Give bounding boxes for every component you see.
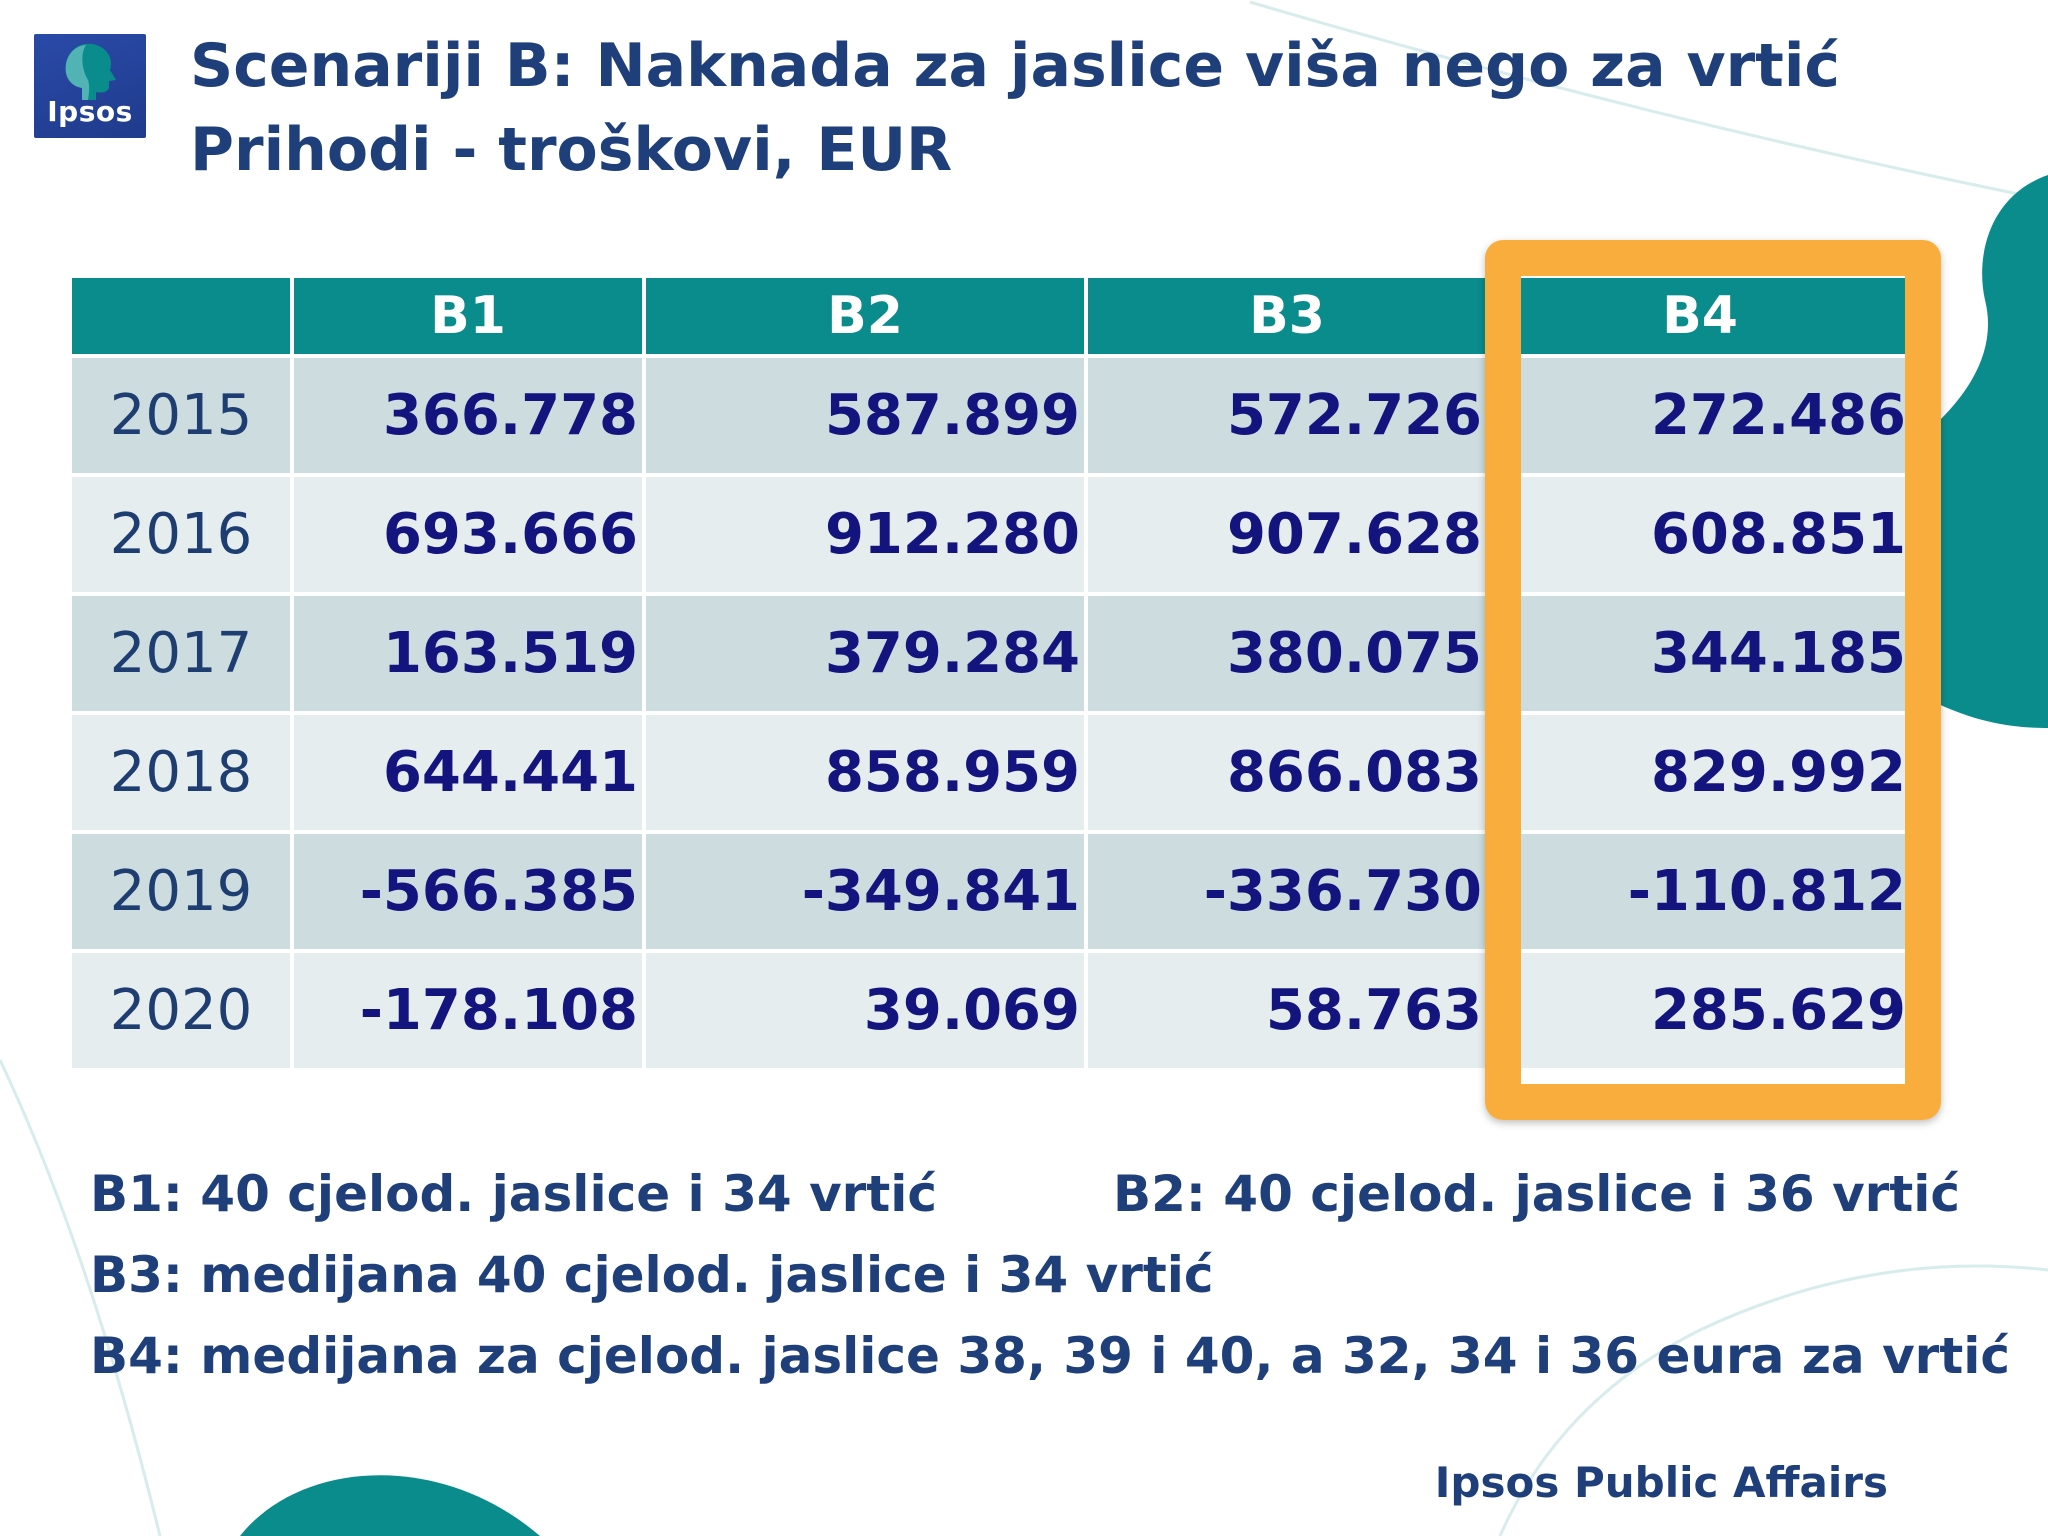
cell-b4: 272.486	[1486, 354, 1914, 477]
cell-b3: 58.763	[1084, 949, 1490, 1072]
cell-b3: 572.726	[1084, 354, 1490, 477]
cell-b2: 379.284	[642, 592, 1088, 715]
table-row: 2018 644.441 858.959 866.083 829.992	[68, 711, 1914, 834]
cell-b3: 866.083	[1084, 711, 1490, 834]
cell-b2: 858.959	[642, 711, 1088, 834]
header-b2: B2	[642, 274, 1088, 358]
footer-brand: Ipsos Public Affairs	[1434, 1458, 1888, 1507]
note-b3: B3: medijana 40 cjelod. jaslice i 34 vrt…	[90, 1246, 1214, 1304]
note-b2: B2: 40 cjelod. jaslice i 36 vrtić	[1113, 1165, 1960, 1223]
row-year: 2019	[68, 830, 294, 953]
head-silhouette-icon	[65, 43, 116, 100]
cell-b4: 285.629	[1486, 949, 1914, 1072]
row-year: 2016	[68, 473, 294, 596]
title-line-1: Scenariji B: Naknada za jaslice viša neg…	[190, 31, 1840, 101]
row-year: 2015	[68, 354, 294, 477]
cell-b1: -178.108	[290, 949, 646, 1072]
cell-b2: 912.280	[642, 473, 1088, 596]
cell-b4: 344.185	[1486, 592, 1914, 715]
row-year: 2020	[68, 949, 294, 1072]
logo-text: Ipsos	[47, 95, 133, 128]
cell-b4: -110.812	[1486, 830, 1914, 953]
header-b4: B4	[1486, 274, 1914, 358]
cell-b4: 829.992	[1486, 711, 1914, 834]
cell-b3: -336.730	[1084, 830, 1490, 953]
table-row: 2019 -566.385 -349.841 -336.730 -110.812	[68, 830, 1914, 953]
cell-b2: 587.899	[642, 354, 1088, 477]
cell-b1: 366.778	[290, 354, 646, 477]
cell-b1: 693.666	[290, 473, 646, 596]
cell-b1: -566.385	[290, 830, 646, 953]
page-title: Scenariji B: Naknada za jaslice viša neg…	[190, 24, 1840, 192]
cell-b3: 380.075	[1084, 592, 1490, 715]
cell-b1: 644.441	[290, 711, 646, 834]
title-line-2: Prihodi - troškovi, EUR	[190, 115, 953, 185]
table-row: 2016 693.666 912.280 907.628 608.851	[68, 473, 1914, 596]
table-header-row: B1 B2 B3 B4	[68, 274, 1914, 358]
cell-b3: 907.628	[1084, 473, 1490, 596]
row-year: 2018	[68, 711, 294, 834]
note-b1: B1: 40 cjelod. jaslice i 34 vrtić	[90, 1165, 937, 1223]
b4-highlight-frame	[1485, 240, 1941, 1120]
data-table: B1 B2 B3 B4 2015 366.778 587.899 572.726…	[68, 274, 1914, 1072]
ipsos-logo: Ipsos	[34, 34, 146, 138]
note-b4: B4: medijana za cjelod. jaslice 38, 39 i…	[90, 1327, 2010, 1385]
cell-b2: -349.841	[642, 830, 1088, 953]
header-b1: B1	[290, 274, 646, 358]
table-row: 2020 -178.108 39.069 58.763 285.629	[68, 949, 1914, 1072]
table-row: 2015 366.778 587.899 572.726 272.486	[68, 354, 1914, 477]
row-year: 2017	[68, 592, 294, 715]
table-row: 2017 163.519 379.284 380.075 344.185	[68, 592, 1914, 715]
header-b3: B3	[1084, 274, 1490, 358]
cell-b1: 163.519	[290, 592, 646, 715]
cell-b4: 608.851	[1486, 473, 1914, 596]
cell-b2: 39.069	[642, 949, 1088, 1072]
header-year	[68, 274, 294, 358]
